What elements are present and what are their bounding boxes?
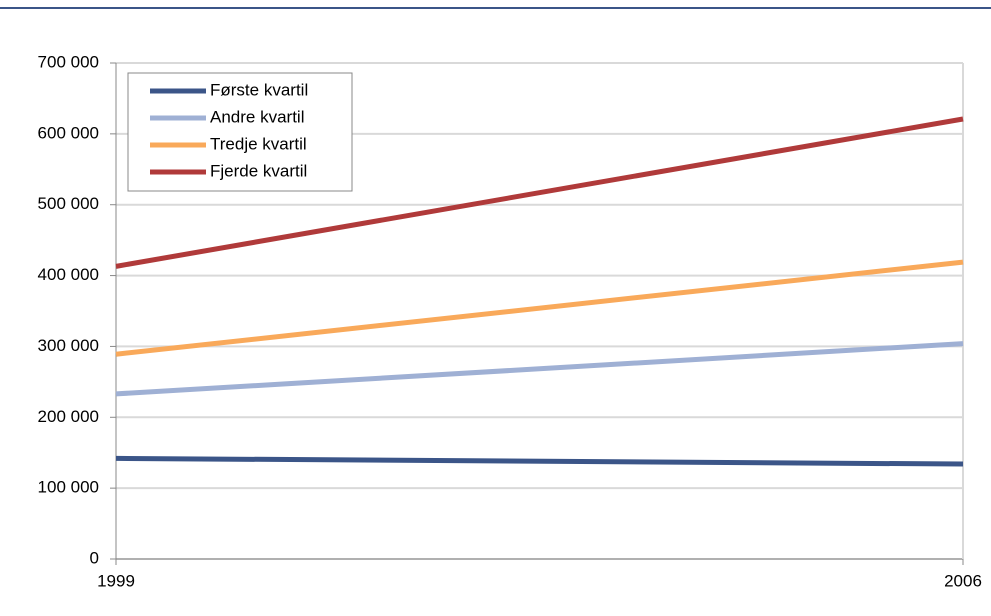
series-line (115, 259, 964, 357)
legend-label: Første kvartil (210, 80, 308, 99)
y-tick-label: 200 000 (38, 407, 99, 426)
x-tick-label: 1999 (97, 571, 135, 590)
legend-label: Andre kvartil (210, 107, 304, 126)
y-tick-label: 300 000 (38, 336, 99, 355)
y-tick-label: 600 000 (38, 123, 99, 142)
legend-label: Tredje kvartil (210, 134, 307, 153)
series-line (115, 116, 964, 269)
y-tick-label: 400 000 (38, 265, 99, 284)
y-tick-label: 700 000 (38, 52, 99, 71)
series-line (115, 455, 964, 467)
y-tick-label: 0 (90, 548, 99, 567)
x-tick-label: 2006 (944, 571, 982, 590)
legend-label: Fjerde kvartil (210, 161, 307, 180)
y-tick-label: 500 000 (38, 194, 99, 213)
y-tick-label: 100 000 (38, 478, 99, 497)
series-line (115, 341, 964, 397)
